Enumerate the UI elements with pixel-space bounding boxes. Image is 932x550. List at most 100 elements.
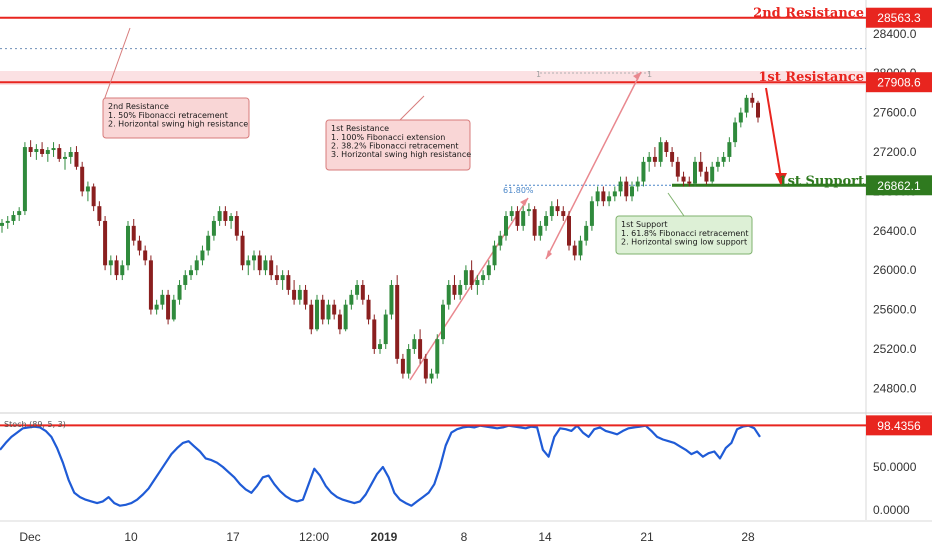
candle (727, 142, 732, 157)
candle (515, 211, 520, 226)
candle (349, 294, 354, 305)
fib-extension-label-left: 1 (536, 70, 541, 79)
candle (183, 275, 188, 285)
candle (160, 294, 165, 305)
note-1st-resistance-line: 1. 100% Fibonacci extension (331, 133, 445, 142)
candle (498, 235, 503, 246)
note-1st-support-title: 1st Support (621, 220, 668, 229)
candle (40, 149, 45, 154)
candle (154, 304, 159, 310)
fib-extension-label-right: 1 (647, 70, 652, 79)
candle (85, 186, 90, 192)
candle (418, 339, 423, 359)
time-tick-label: 12:00 (299, 530, 329, 544)
note-1st-support-box (615, 215, 753, 255)
price-tick-label: 27200.0 (873, 145, 917, 159)
candle (332, 304, 337, 315)
candle (103, 220, 108, 266)
candle (658, 142, 663, 162)
candle (171, 299, 176, 320)
candle (521, 211, 526, 226)
candle (5, 220, 10, 223)
note-2nd-resistance-title: 2nd Resistance (108, 102, 169, 111)
candle (624, 181, 629, 197)
note-2nd-resistance-pointer (102, 27, 131, 104)
level-price-tag (866, 175, 932, 196)
fib-trend-line-up (409, 197, 529, 381)
candle (595, 191, 600, 202)
time-tick-label: 14 (538, 530, 552, 544)
candle (286, 275, 291, 290)
fib-extension-line-up (545, 71, 642, 260)
note-1st-support-line: 1. 61.8% Fibonacci retracement (621, 229, 749, 238)
candle (292, 289, 297, 300)
time-tick-label: 17 (226, 530, 240, 544)
candle (475, 280, 480, 285)
level-price-tag-label: 27908.6 (877, 76, 921, 90)
time-tick-label: Dec (19, 530, 40, 544)
price-tick-label: 27600.0 (873, 106, 917, 120)
candle (549, 206, 554, 217)
candle (693, 161, 697, 184)
time-tick-label: 28 (741, 530, 755, 544)
candle (715, 161, 720, 167)
candle (217, 211, 222, 221)
candle (601, 191, 606, 202)
candle (51, 148, 56, 151)
candle (481, 275, 486, 281)
level-price-tag-label: 26862.1 (877, 179, 921, 193)
candle (584, 225, 589, 241)
candle (97, 206, 102, 221)
note-2nd-resistance-line: 2. Horizontal swing high resistance (108, 120, 248, 129)
price-tick-label: 26000.0 (873, 263, 917, 277)
candle (372, 319, 377, 349)
stoch-level-tag-label: 98.4356 (877, 419, 921, 433)
candle (280, 275, 285, 281)
candle (229, 216, 234, 221)
candle (664, 142, 669, 152)
candle (589, 201, 594, 226)
candle (441, 304, 445, 340)
candle (630, 186, 634, 197)
candle (143, 250, 148, 261)
candle (360, 284, 365, 300)
candle (274, 275, 279, 281)
candle (492, 245, 497, 266)
candle (137, 240, 142, 251)
stoch-tick-label: 50.0000 (873, 460, 917, 474)
candle (469, 270, 474, 285)
candle (526, 209, 531, 212)
candle (733, 122, 738, 143)
candle (618, 181, 623, 192)
candle (710, 166, 715, 182)
extension-arrowtail (546, 250, 552, 259)
projection-arrow-line (765, 87, 782, 179)
candle (721, 156, 726, 162)
candle (68, 152, 73, 157)
candle (744, 97, 749, 113)
candle (378, 344, 382, 349)
candle (412, 339, 417, 349)
candle (486, 265, 491, 276)
note-1st-resistance-line: 3. Horizontal swing high resistance (331, 150, 471, 159)
trend-arrowhead (520, 198, 528, 206)
candle (269, 260, 274, 276)
candle (423, 358, 428, 379)
candle (612, 191, 617, 197)
candle (400, 358, 405, 374)
candle (446, 284, 451, 305)
candle (211, 220, 216, 236)
candle (131, 225, 136, 241)
extension-arrowhead (633, 72, 641, 80)
level-price-tag (866, 72, 932, 93)
candle (504, 216, 508, 236)
candle (28, 147, 33, 152)
candle (698, 161, 703, 172)
candle (177, 284, 182, 300)
candle (206, 235, 211, 251)
candle (750, 97, 755, 103)
time-tick-label: 10 (124, 530, 138, 544)
candle (607, 196, 612, 202)
candle (315, 299, 319, 330)
